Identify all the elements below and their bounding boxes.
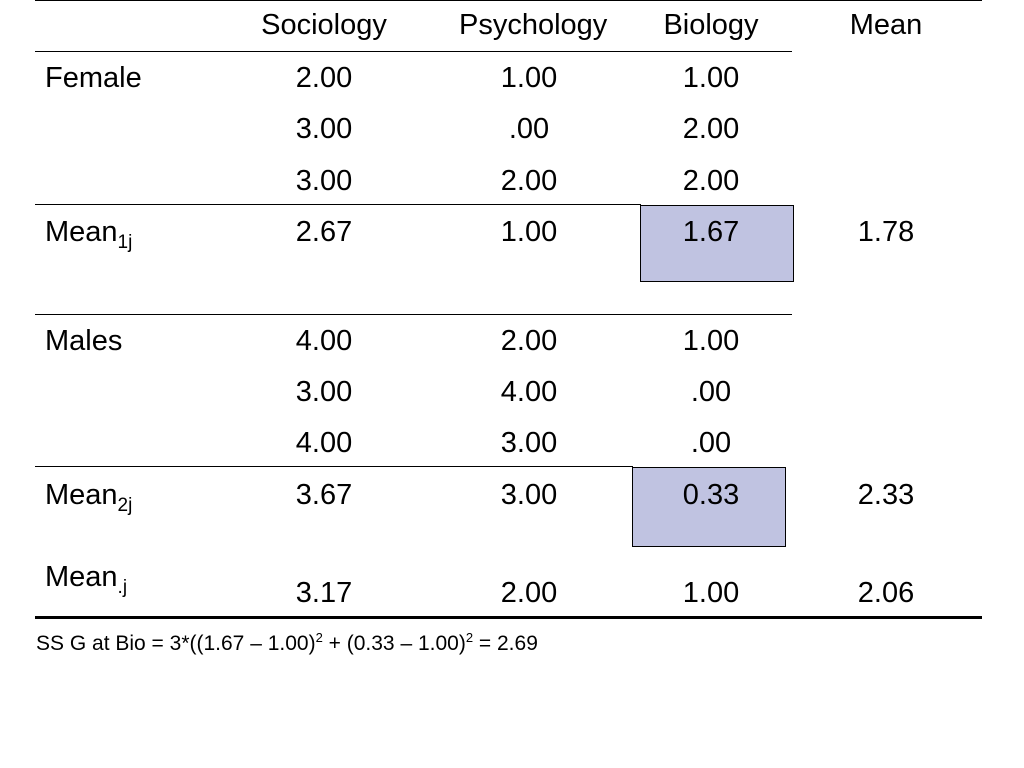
- female-r2-biology: 2.00: [682, 113, 740, 145]
- row-label-males: Males: [45, 325, 123, 357]
- males-r1-psychology: 2.00: [500, 325, 558, 357]
- mean-total-label-subscript: .j: [117, 577, 128, 598]
- header-rule: [35, 51, 792, 52]
- mean-female-label-text: Mean: [45, 216, 118, 248]
- mean-female-psychology: 1.00: [500, 216, 558, 248]
- mean-total-biology: 1.00: [682, 577, 740, 609]
- ss-formula-footnote: SS G at Bio = 3*((1.67 – 1.00)2 + (0.33 …: [36, 630, 538, 655]
- males-r2-biology: .00: [690, 376, 732, 408]
- mean-male-sociology: 3.67: [295, 479, 353, 511]
- female-r2-psychology: .00: [508, 113, 550, 145]
- mean-female-overall: 1.78: [857, 216, 915, 248]
- mean-total-overall: 2.06: [857, 577, 915, 609]
- row-label-female: Female: [45, 62, 142, 94]
- top-rule: [35, 0, 982, 1]
- males-r3-biology: .00: [690, 427, 732, 459]
- mean-female-sociology: 2.67: [295, 216, 353, 248]
- mean-male-psychology: 3.00: [500, 479, 558, 511]
- female-r3-psychology: 2.00: [500, 165, 558, 197]
- highlight-box-female-biology-mean: [640, 205, 794, 282]
- mean-total-label-text: Mean: [45, 561, 118, 593]
- column-header-sociology: Sociology: [261, 9, 387, 41]
- males-r1-biology: 1.00: [682, 325, 740, 357]
- mean-female-label-subscript: 1j: [117, 232, 133, 253]
- males-top-rule: [35, 314, 792, 315]
- mean-total-sociology: 3.17: [295, 577, 353, 609]
- column-header-mean: Mean: [849, 9, 923, 41]
- female-r3-sociology: 3.00: [295, 165, 353, 197]
- footnote-superscript-1: 2: [315, 630, 323, 645]
- female-r2-sociology: 3.00: [295, 113, 353, 145]
- males-r3-psychology: 3.00: [500, 427, 558, 459]
- footnote-part-2: + (0.33 – 1.00): [322, 632, 466, 655]
- female-r1-psychology: 1.00: [500, 62, 558, 94]
- footnote-part-3: = 2.69: [473, 632, 538, 655]
- males-r3-sociology: 4.00: [295, 427, 353, 459]
- female-r1-biology: 1.00: [682, 62, 740, 94]
- female-r3-biology: 2.00: [682, 165, 740, 197]
- footnote-superscript-2: 2: [465, 630, 474, 645]
- mean-male-label-subscript: 2j: [117, 495, 133, 516]
- female-mean-rule: [35, 204, 641, 205]
- highlight-box-male-biology-mean: [632, 467, 786, 547]
- mean-male-label-text: Mean: [45, 479, 118, 511]
- column-header-psychology: Psychology: [459, 9, 608, 41]
- bottom-rule: [35, 616, 982, 619]
- row-label-mean-total: Mean.j: [45, 561, 127, 598]
- mean-male-overall: 2.33: [857, 479, 915, 511]
- mean-female-biology: 1.67: [682, 216, 740, 248]
- male-mean-rule: [35, 466, 633, 467]
- footnote-part-1: SS G at Bio = 3*((1.67 – 1.00): [36, 632, 316, 655]
- row-label-mean-male: Mean2j: [45, 479, 132, 516]
- males-r1-sociology: 4.00: [295, 325, 353, 357]
- mean-male-biology: 0.33: [682, 479, 740, 511]
- mean-total-psychology: 2.00: [500, 577, 558, 609]
- female-r1-sociology: 2.00: [295, 62, 353, 94]
- column-header-biology: Biology: [663, 9, 759, 41]
- males-r2-psychology: 4.00: [500, 376, 558, 408]
- males-r2-sociology: 3.00: [295, 376, 353, 408]
- row-label-mean-female: Mean1j: [45, 216, 132, 253]
